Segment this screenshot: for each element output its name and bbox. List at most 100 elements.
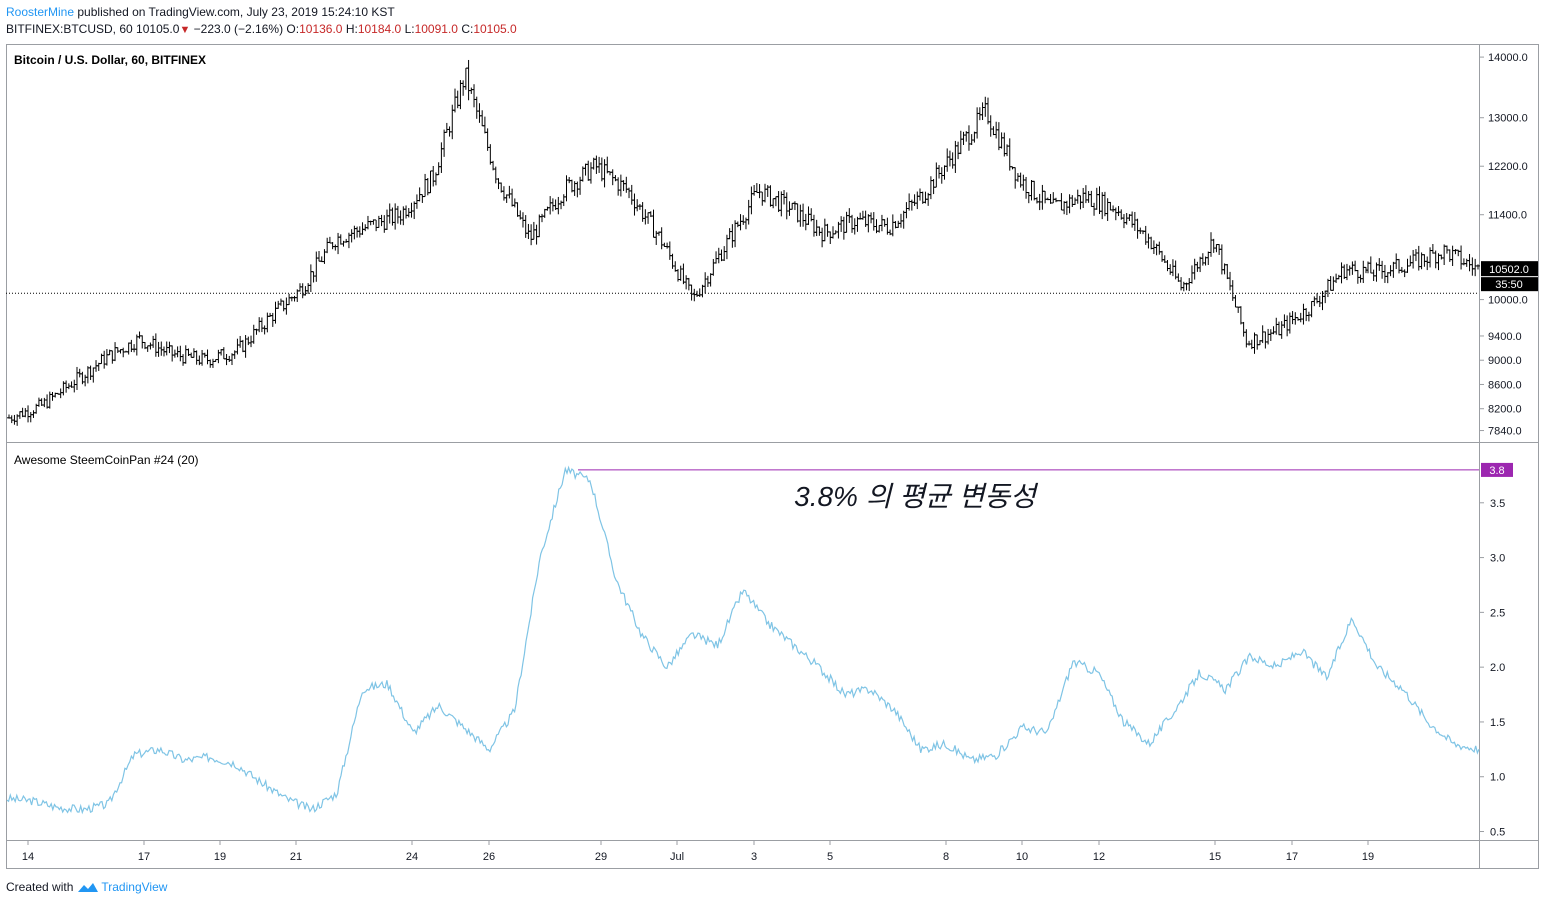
ohlc-bar bbox=[841, 216, 846, 240]
time-tick-label: 19 bbox=[1362, 851, 1374, 863]
indicator-axis[interactable]: 3.5 3.0 2.5 2.0 1.5 1.0 0.5 bbox=[1479, 498, 1505, 839]
ohlc-bar bbox=[1260, 325, 1265, 344]
ohlc-bar bbox=[398, 210, 403, 225]
ohlc-bar bbox=[784, 192, 789, 220]
ohlc-bar bbox=[330, 242, 335, 250]
ohlc-bar bbox=[292, 295, 297, 302]
ohlc-bar bbox=[1064, 200, 1069, 216]
ohlc-bar bbox=[716, 247, 721, 264]
ohlc-bar bbox=[300, 283, 305, 299]
ohlc-bar bbox=[268, 312, 273, 317]
price-bars bbox=[7, 59, 1480, 426]
ohlc-bar bbox=[297, 283, 302, 292]
time-tick-label: 17 bbox=[1286, 851, 1298, 863]
ohlc-bar bbox=[1121, 214, 1126, 229]
price-axis[interactable]: 14000.0 13000.0 12200.0 11400.0 10000.0 9400.… bbox=[1479, 52, 1528, 438]
time-axis[interactable]: 14 17 19 21 24 26 29 Jul 3 5 8 10 12 15 17 19 bbox=[22, 841, 1374, 863]
ohlc-bar bbox=[126, 342, 131, 355]
ohlc-bar bbox=[646, 212, 651, 224]
time-tick-label: 29 bbox=[595, 851, 607, 863]
ohlc-bar bbox=[387, 203, 392, 224]
ohlc-bar bbox=[414, 194, 419, 209]
ohlc-bar bbox=[1024, 176, 1029, 199]
ohlc-bar bbox=[246, 336, 251, 346]
ohlc-bar bbox=[711, 258, 716, 276]
ohlc-bar bbox=[151, 335, 156, 348]
price-tick-label: 14000.0 bbox=[1488, 52, 1528, 64]
ohlc-bar bbox=[635, 199, 640, 212]
ohlc-bar bbox=[393, 203, 398, 230]
publish-line: RoosterMine published on TradingView.com… bbox=[6, 5, 395, 19]
ohlc-bar bbox=[12, 414, 17, 425]
ohlc-bar bbox=[1371, 269, 1376, 282]
ohlc-bar bbox=[578, 176, 583, 195]
ohlc-bar bbox=[972, 131, 977, 143]
svg-text:10502.0: 10502.0 bbox=[1489, 264, 1529, 276]
ohlc-bar bbox=[1062, 201, 1067, 215]
ohlc-bar bbox=[64, 380, 69, 393]
ohlc-bar bbox=[1382, 264, 1387, 283]
ohlc-bar bbox=[602, 159, 607, 188]
ohlc-bar bbox=[1323, 290, 1328, 304]
time-tick-label: Jul bbox=[670, 851, 684, 863]
ohlc-bar bbox=[1073, 197, 1078, 205]
ohlc-bar bbox=[88, 365, 93, 380]
ohlc-bar bbox=[265, 312, 270, 333]
ohlc-bar bbox=[1015, 173, 1020, 182]
ohlc-bar bbox=[1244, 329, 1249, 348]
ohlc-bar bbox=[1430, 243, 1435, 254]
ohlc-bar bbox=[317, 251, 322, 262]
ohlc-bar bbox=[159, 341, 164, 356]
ohlc-bar bbox=[627, 187, 632, 199]
ohlc-bar bbox=[520, 212, 525, 228]
ohlc-bar bbox=[621, 180, 626, 192]
ohlc-bar bbox=[1034, 197, 1039, 204]
ohlc-bar bbox=[586, 160, 591, 181]
ohlc-bar bbox=[240, 339, 245, 353]
ohlc-bar bbox=[1105, 198, 1110, 221]
ohlc-bar bbox=[314, 251, 319, 282]
ohlc-bar bbox=[374, 219, 379, 232]
ohlc-bar bbox=[420, 194, 425, 203]
author-link[interactable]: RoosterMine bbox=[6, 5, 75, 19]
ohlc-bar bbox=[1342, 264, 1347, 280]
ohlc-bar bbox=[1374, 262, 1379, 282]
ohlc-bar bbox=[904, 202, 909, 219]
ohlc-bar bbox=[618, 174, 623, 197]
ohlc-bar bbox=[1325, 278, 1330, 298]
ohlc-bar bbox=[937, 165, 942, 179]
ohlc-bar bbox=[1192, 258, 1197, 280]
ohlc-bar bbox=[1173, 260, 1178, 280]
ohlc-bar bbox=[1408, 255, 1413, 267]
ohlc-bar bbox=[1157, 241, 1162, 255]
ohlc-bar bbox=[200, 349, 205, 366]
ohlc-bar bbox=[496, 178, 501, 190]
ohlc-bar bbox=[866, 214, 871, 233]
ohlc-bar bbox=[308, 264, 313, 293]
ohlc-bar bbox=[1301, 303, 1306, 325]
ohlc-bar bbox=[221, 347, 226, 360]
ohlc-bar bbox=[480, 110, 485, 127]
ohlc-bar bbox=[338, 234, 343, 245]
ohlc-bar bbox=[825, 223, 830, 237]
ohlc-bar bbox=[194, 350, 199, 365]
ohlc-bar bbox=[1081, 187, 1086, 209]
ohlc-bar bbox=[482, 116, 487, 134]
price-tick-label: 13000.0 bbox=[1488, 113, 1528, 125]
tradingview-logo[interactable]: TradingView bbox=[77, 880, 167, 894]
time-tick-label: 8 bbox=[943, 851, 949, 863]
indicator-tick-label: 0.5 bbox=[1490, 827, 1505, 839]
published-text: published on TradingView.com, July 23, 2… bbox=[77, 5, 395, 19]
ohlc-bar bbox=[722, 246, 727, 261]
ohlc-bar bbox=[23, 408, 28, 418]
price-tick-label: 9000.0 bbox=[1488, 355, 1522, 367]
price-tick-label: 7840.0 bbox=[1488, 426, 1522, 438]
ohlc-bar bbox=[548, 196, 553, 215]
chart-frame bbox=[6, 44, 1539, 869]
ohlc-bar bbox=[983, 96, 988, 117]
ohlc-bar bbox=[423, 173, 428, 198]
ohlc-bar bbox=[442, 129, 447, 157]
ohlc-bar bbox=[178, 345, 183, 362]
ohlc-bar bbox=[1336, 274, 1341, 280]
